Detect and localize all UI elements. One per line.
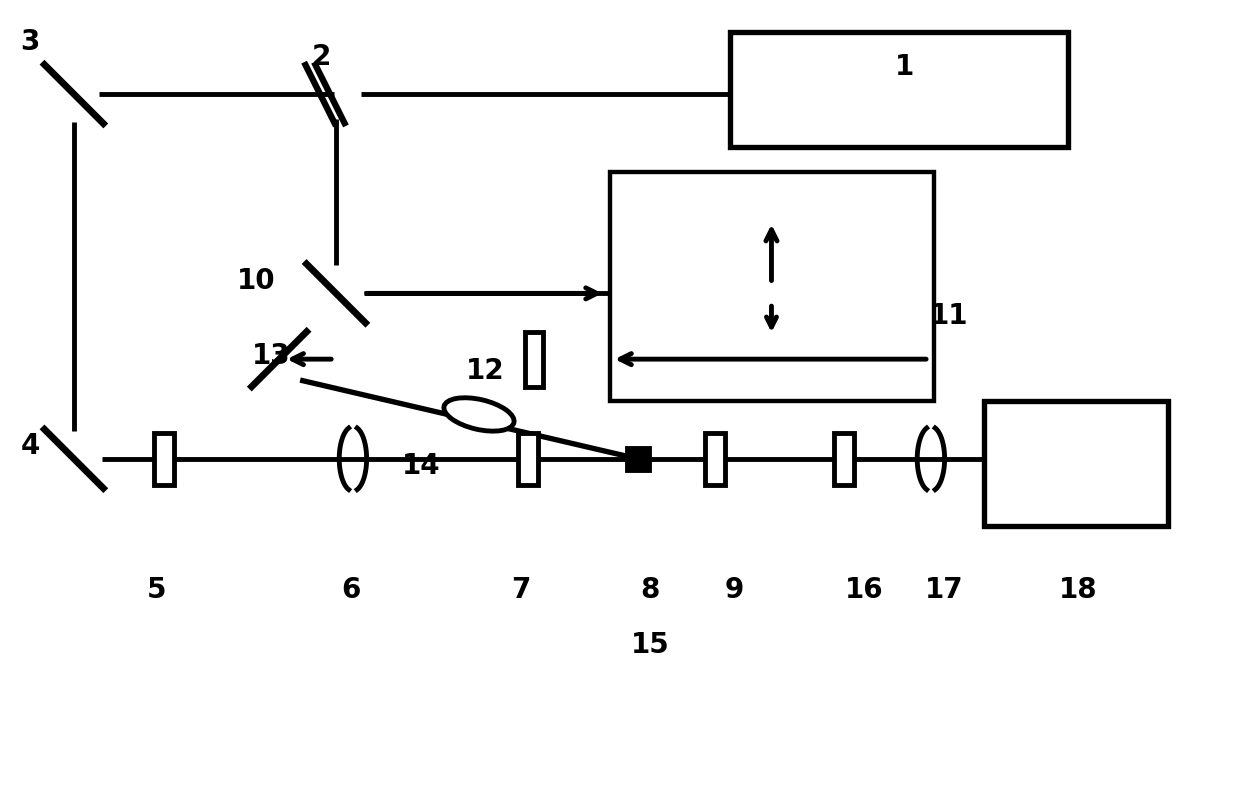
- Text: 5: 5: [146, 577, 166, 604]
- Bar: [983, 401, 1168, 525]
- Bar: [154, 433, 174, 485]
- Text: 17: 17: [925, 577, 963, 604]
- Text: 8: 8: [640, 577, 660, 604]
- Bar: [518, 433, 538, 485]
- Bar: [835, 433, 854, 485]
- Ellipse shape: [444, 398, 515, 431]
- Text: 6: 6: [341, 577, 361, 604]
- Bar: [704, 433, 724, 485]
- Text: 14: 14: [402, 452, 440, 480]
- Text: 11: 11: [930, 302, 968, 330]
- Text: 13: 13: [252, 342, 290, 370]
- Text: 18: 18: [1059, 577, 1097, 604]
- Text: 2: 2: [311, 43, 331, 71]
- Text: 7: 7: [511, 577, 529, 604]
- Text: 10: 10: [237, 268, 275, 296]
- Text: 1: 1: [894, 53, 914, 81]
- Text: 4: 4: [20, 432, 40, 460]
- Bar: [610, 171, 934, 401]
- Bar: [729, 32, 1069, 147]
- Bar: [526, 332, 543, 387]
- Text: 15: 15: [630, 631, 670, 659]
- Text: 3: 3: [20, 28, 40, 56]
- Text: 16: 16: [844, 577, 883, 604]
- Text: 12: 12: [466, 357, 505, 385]
- Text: 9: 9: [725, 577, 744, 604]
- Bar: [627, 448, 649, 469]
